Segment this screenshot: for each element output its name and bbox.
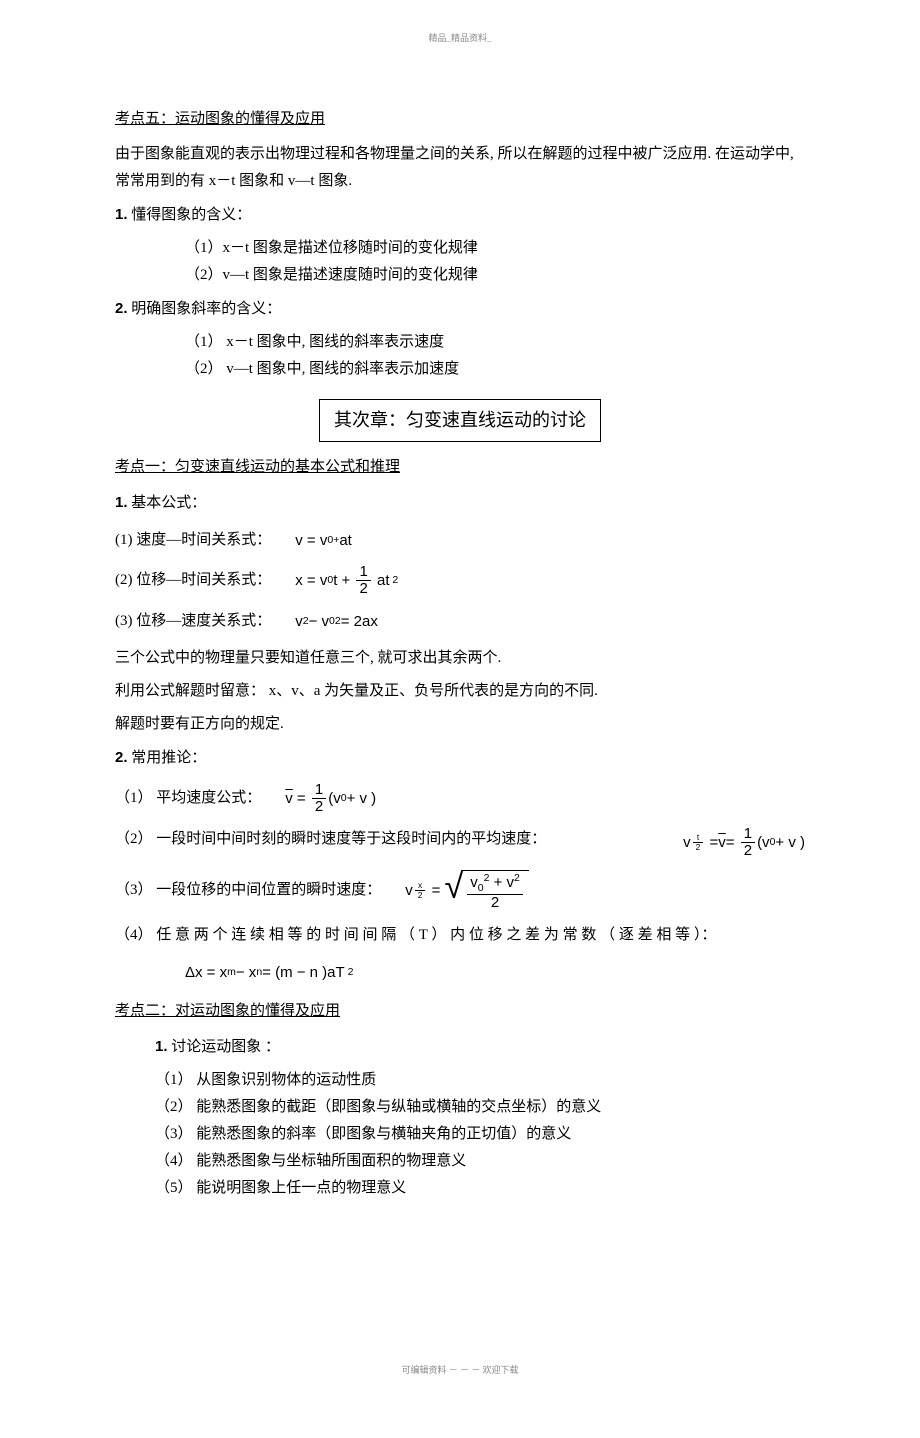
list-title: 明确图象斜率的含义： — [131, 301, 281, 317]
chapter-title: 其次章：匀变速直线运动的讨论 — [319, 399, 601, 441]
formula-label: （3） 一段位移的中间位置的瞬时速度： — [115, 877, 381, 904]
section5-intro: 由于图象能直观的表示出物理过程和各物理量之间的关系, 所以在解题的过程中被广泛应… — [115, 141, 805, 195]
formula-mid-t: vt2 = v = 12(v0 + v ) — [683, 826, 805, 860]
formula-delta: Δx = xm − xn = (m − n )aT 2 — [185, 959, 353, 986]
list-title: 常用推论： — [131, 750, 206, 766]
header-note: 精品_精品资料_ — [115, 30, 805, 46]
formula-label: （2） 一段时间中间时刻的瞬时速度等于这段时间内的平均速度： — [115, 826, 659, 853]
footer-note: 可编辑资料 － － － 欢迎下载 — [115, 1362, 805, 1378]
note: 利用公式解题时留意： x、v、a 为矢量及正、负号所代表的是方向的不同. — [115, 678, 805, 705]
list-item: （1） x－t 图象中, 图线的斜率表示速度 — [115, 329, 805, 356]
list-item: （5） 能说明图象上任一点的物理意义 — [115, 1175, 805, 1202]
list-title: 基本公式： — [131, 495, 206, 511]
list-num: 2. — [115, 300, 128, 317]
list-num: 2. — [115, 749, 128, 766]
kd2-title: 考点二：对运动图象的懂得及应用 — [115, 998, 805, 1025]
list-item: （2） 能熟悉图象的截距（即图象与纵轴或横轴的交点坐标）的意义 — [115, 1094, 805, 1121]
formula-label: （1） 平均速度公式： — [115, 785, 261, 812]
formula-label: （4） 任 意 两 个 连 续 相 等 的 时 间 间 隔 （ T ） 内 位 … — [115, 922, 805, 949]
note: 解题时要有正方向的规定. — [115, 711, 805, 738]
list-item: （1）x－t 图象是描述位移随时间的变化规律 — [115, 235, 805, 262]
section5-title: 考点五：运动图象的懂得及应用 — [115, 106, 805, 133]
list-num: 1. — [155, 1038, 168, 1055]
note: 三个公式中的物理量只要知道任意三个, 就可求出其余两个. — [115, 645, 805, 672]
list-num: 1. — [115, 206, 128, 223]
formula-avg: v = 12(v0 + v ) — [285, 782, 376, 816]
list-title: 懂得图象的含义： — [131, 207, 251, 223]
formula-mid-x: vx2 = √v02 + v22 — [405, 870, 529, 912]
formula-xv: v2 − v02 = 2ax — [295, 608, 378, 635]
formula-label: (1) 速度—时间关系式： — [115, 527, 271, 554]
formula-vt: v = v0 + at — [295, 527, 352, 554]
list-item: （4） 能熟悉图象与坐标轴所围面积的物理意义 — [115, 1148, 805, 1175]
list-title: 讨论运动图象 ： — [171, 1039, 280, 1055]
kd1-title: 考点一：匀变速直线运动的基本公式和推理 — [115, 454, 805, 481]
list-item: （1） 从图象识别物体的运动性质 — [115, 1067, 805, 1094]
formula-label: (2) 位移—时间关系式： — [115, 567, 271, 594]
formula-label: (3) 位移—速度关系式： — [115, 608, 271, 635]
list-item: （2） v—t 图象中, 图线的斜率表示加速度 — [115, 356, 805, 383]
formula-xt: x = v0t + 12 at 2 — [295, 564, 398, 598]
list-num: 1. — [115, 494, 128, 511]
list-item: （2）v—t 图象是描述速度随时间的变化规律 — [115, 262, 805, 289]
list-item: （3） 能熟悉图象的斜率（即图象与横轴夹角的正切值）的意义 — [115, 1121, 805, 1148]
